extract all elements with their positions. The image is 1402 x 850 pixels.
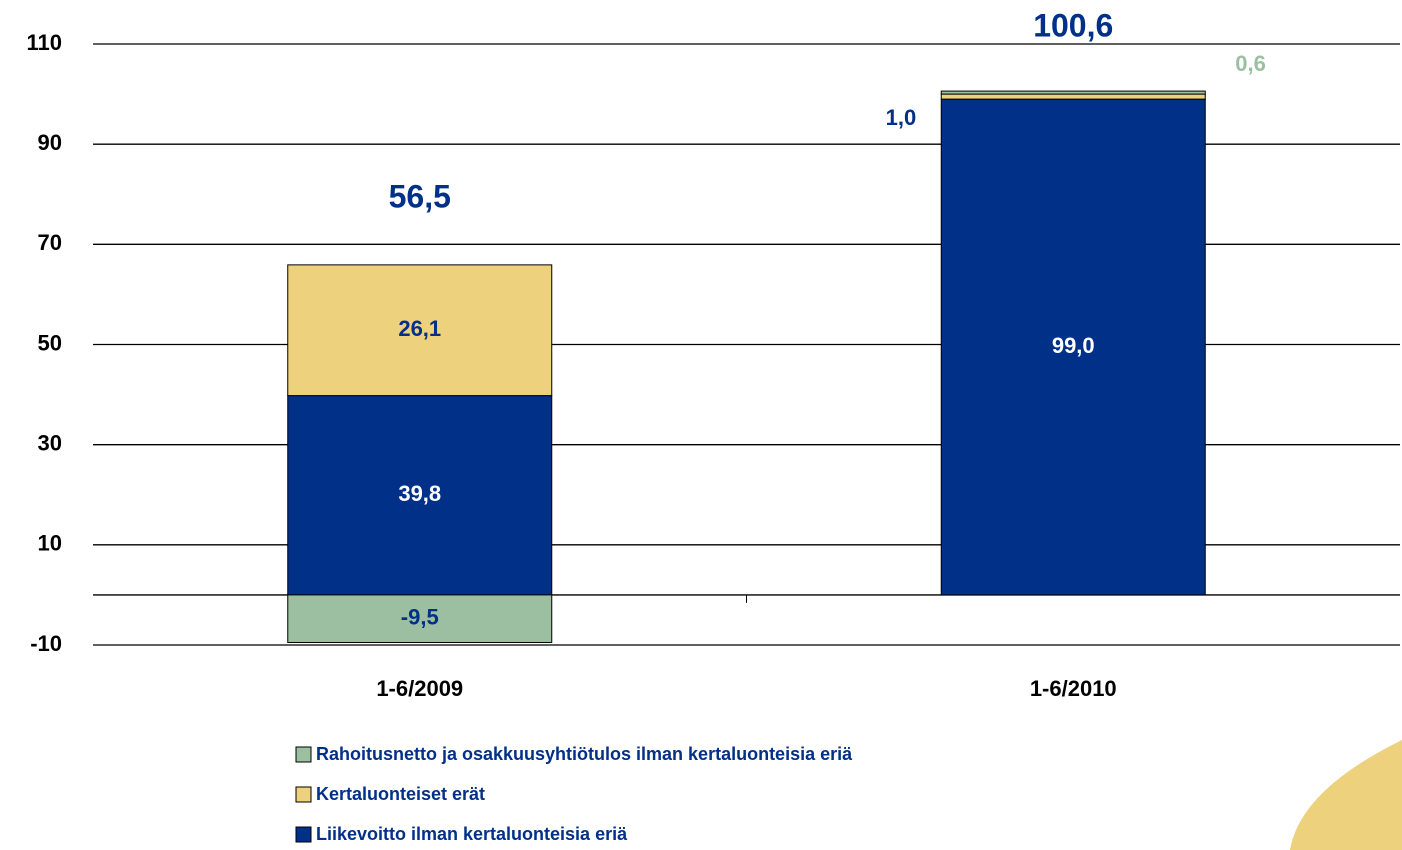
total-label: 56,5	[389, 178, 451, 214]
value-label: 1,0	[886, 105, 917, 130]
legend-label: Rahoitusnetto ja osakkuusyhtiötulos ilma…	[316, 744, 853, 764]
value-label: -9,5	[401, 605, 439, 630]
y-tick-label: 30	[38, 430, 62, 455]
value-label: 39,8	[398, 481, 441, 506]
legend-swatch	[296, 787, 311, 802]
y-tick-label: -10	[30, 631, 62, 656]
chart: -10 10 30 50 70 90 110 1-6/2009 39,8 26,1 -9,5 56,5…	[0, 0, 1402, 850]
y-tick-label: 110	[27, 30, 63, 55]
bar-segment	[941, 91, 1205, 94]
x-tick-label: 1-6/2009	[376, 676, 463, 701]
legend-label: Liikevoitto ilman kertaluonteisia eriä	[316, 824, 628, 844]
legend-label: Kertaluonteiset erät	[316, 784, 485, 804]
y-tick-label: 10	[38, 531, 62, 556]
x-tick-label: 1-6/2010	[1030, 676, 1117, 701]
legend-swatch	[296, 747, 311, 762]
legend-swatch	[296, 827, 311, 842]
y-tick-label: 70	[38, 230, 62, 255]
total-label: 100,6	[1033, 7, 1113, 43]
value-label: 0,6	[1235, 51, 1266, 76]
y-tick-label: 50	[38, 330, 62, 355]
y-tick-label: 90	[38, 130, 62, 155]
bar-segment	[941, 94, 1205, 99]
value-label: 99,0	[1052, 333, 1095, 358]
value-label: 26,1	[398, 316, 441, 341]
decoration	[1290, 740, 1402, 850]
